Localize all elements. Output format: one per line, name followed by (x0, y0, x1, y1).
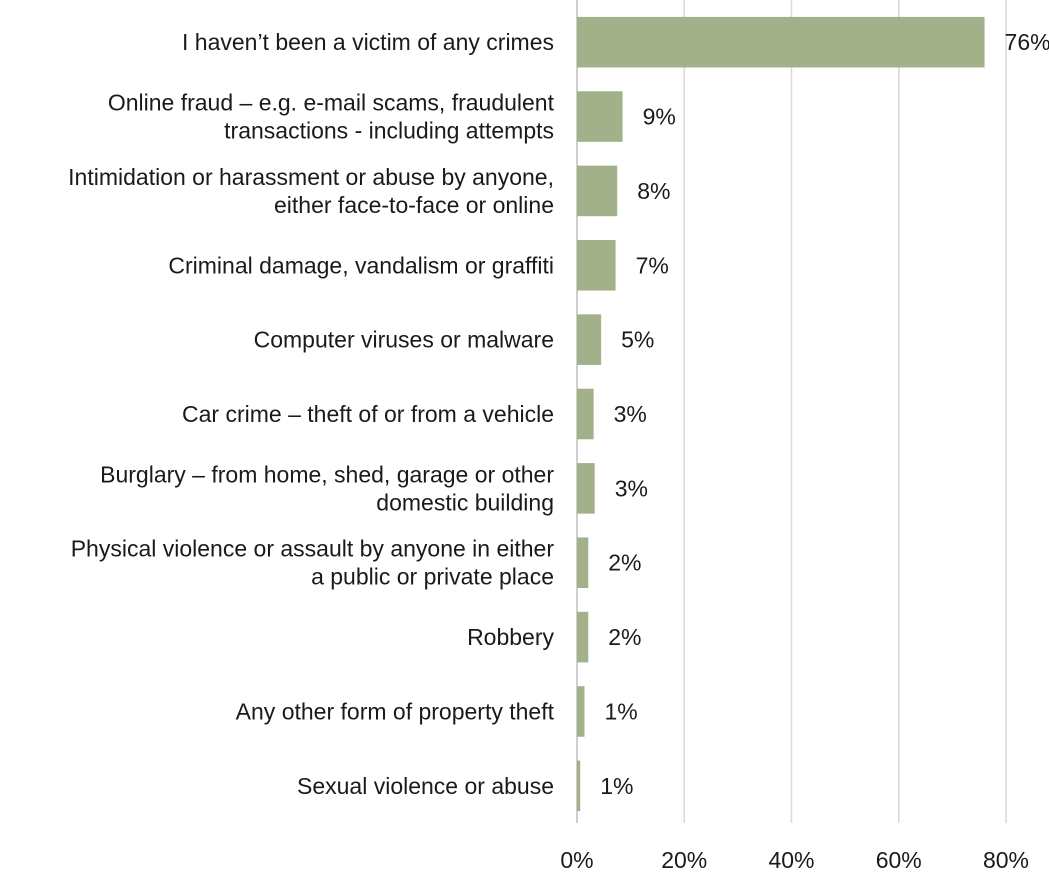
x-tick-label: 80% (983, 847, 1029, 873)
category-label: Criminal damage, vandalism or graffiti (168, 252, 554, 278)
x-tick-label: 60% (876, 847, 922, 873)
category-label: Computer viruses or malware (254, 327, 554, 353)
bar (577, 463, 595, 514)
x-tick-label: 20% (661, 847, 707, 873)
bar (577, 537, 589, 589)
category-label-line: Criminal damage, vandalism or graffiti (168, 252, 554, 278)
category-label-line: Sexual violence or abuse (297, 773, 554, 799)
category-label: Intimidation or harassment or abuse by a… (68, 164, 554, 218)
data-label: 76% (1005, 29, 1049, 55)
data-label: 1% (605, 698, 638, 724)
category-label: Online fraud – e.g. e-mail scams, fraudu… (108, 90, 555, 144)
bars (577, 16, 985, 812)
category-label-line: Any other form of property theft (236, 698, 555, 724)
data-label: 2% (608, 624, 641, 650)
category-label-line: Burglary – from home, shed, garage or ot… (100, 461, 554, 487)
category-label-line: I haven’t been a victim of any crimes (182, 29, 554, 55)
data-label: 9% (643, 104, 676, 130)
data-label: 3% (615, 475, 648, 501)
data-label: 5% (621, 327, 654, 353)
category-label-line: Robbery (467, 624, 554, 650)
bar (577, 611, 589, 663)
category-label-line: Intimidation or harassment or abuse by a… (68, 164, 554, 190)
category-label: I haven’t been a victim of any crimes (182, 29, 554, 55)
category-label-line: Computer viruses or malware (254, 327, 554, 353)
data-label: 3% (614, 401, 647, 427)
x-tick-label: 40% (768, 847, 814, 873)
category-label-line: domestic building (376, 489, 554, 515)
bar (577, 165, 618, 217)
bar (577, 91, 623, 142)
category-label: Any other form of property theft (236, 698, 555, 724)
x-tick-label: 0% (560, 847, 593, 873)
category-label-line: Car crime – theft of or from a vehicle (182, 401, 554, 427)
bar (577, 16, 985, 68)
category-label: Robbery (467, 624, 554, 650)
bar (577, 314, 602, 365)
category-label-line: transactions - including attempts (224, 118, 554, 144)
category-label: Sexual violence or abuse (297, 773, 554, 799)
bar (577, 239, 616, 291)
data-label: 7% (636, 252, 669, 278)
data-label: 2% (608, 550, 641, 576)
category-labels: I haven’t been a victim of any crimes Onl… (68, 29, 554, 799)
x-axis-ticks: 0% 20% 40% 60% 80% (560, 847, 1029, 873)
category-label-line: Online fraud – e.g. e-mail scams, fraudu… (108, 90, 555, 116)
gridlines (576, 0, 1007, 823)
category-label: Burglary – from home, shed, garage or ot… (100, 461, 554, 515)
category-label: Physical violence or assault by anyone i… (71, 536, 555, 590)
category-label: Car crime – theft of or from a vehicle (182, 401, 554, 427)
bar (577, 388, 594, 440)
bar (577, 686, 585, 737)
category-label-line: a public or private place (311, 564, 554, 590)
category-label-line: either face-to-face or online (274, 192, 554, 218)
data-labels: 76% 9% 8% 7% 5% 3% 3% 2% 2% 1% 1% (600, 29, 1049, 799)
data-label: 8% (637, 178, 670, 204)
data-label: 1% (600, 773, 633, 799)
category-label-line: Physical violence or assault by anyone i… (71, 536, 555, 562)
bar (577, 760, 581, 812)
